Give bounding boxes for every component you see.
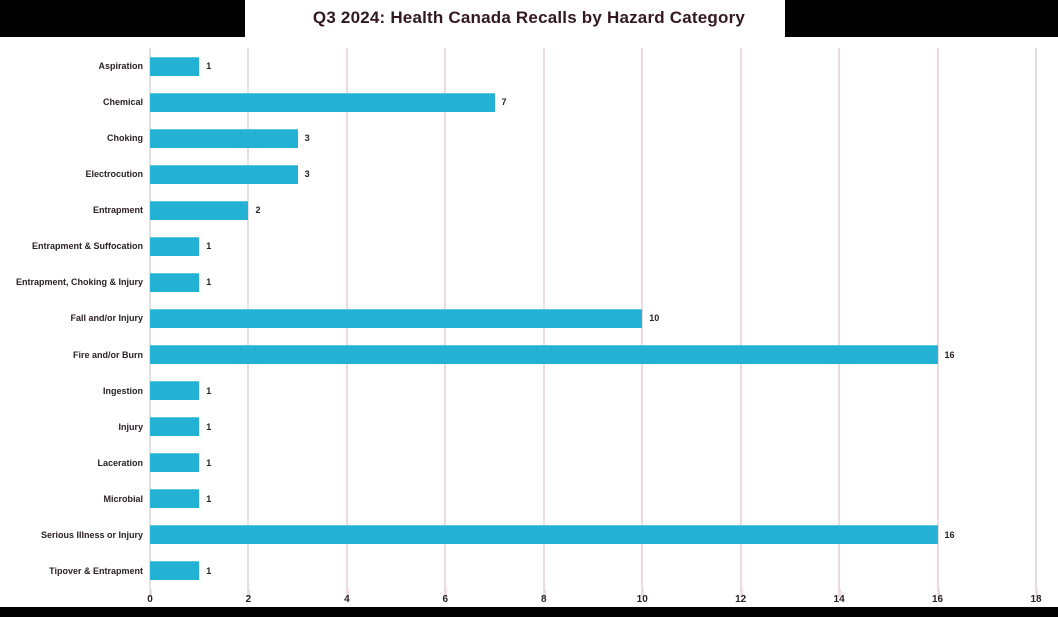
bar-fire-and-or-burn[interactable] xyxy=(150,345,938,365)
category-axis: Aspiration Chemical Choking Electrocution En… xyxy=(0,48,143,589)
x-axis-tick-label: 4 xyxy=(344,594,350,605)
bar-chemical[interactable] xyxy=(150,92,495,112)
category-label: Chemical xyxy=(102,97,143,108)
bar-row: 1 xyxy=(150,373,1036,409)
category-label: Entrapment, Choking & Injury xyxy=(15,277,143,288)
data-label: 1 xyxy=(206,385,212,396)
gridline xyxy=(641,48,644,589)
gridline xyxy=(739,48,742,589)
bar-row: 1 xyxy=(150,553,1036,589)
x-axis-tick-label: 0 xyxy=(147,594,153,605)
data-label: 1 xyxy=(206,277,212,288)
bar-injury[interactable] xyxy=(150,417,200,437)
data-label: 10 xyxy=(649,313,660,324)
bottom-black-strip xyxy=(0,607,1058,617)
bar-row: 1 xyxy=(150,228,1036,264)
data-label: 3 xyxy=(304,133,310,144)
x-axis-tick-label: 12 xyxy=(735,594,747,605)
category-label: Entrapment xyxy=(92,205,143,216)
bar-serious-illness-or-injury[interactable] xyxy=(150,525,938,545)
axis-tick xyxy=(149,589,152,597)
category-label: Electrocution xyxy=(85,169,143,180)
bar-row: 1 xyxy=(150,481,1036,517)
x-axis-tick-label: 18 xyxy=(1030,594,1042,605)
x-axis-tick-label: 8 xyxy=(540,594,547,605)
bar-row: 1 xyxy=(150,409,1036,445)
bar-entrapment[interactable] xyxy=(150,200,249,220)
category-label: Ingestion xyxy=(103,385,143,396)
bar-row: 16 xyxy=(150,517,1036,553)
bar-tipover-entrapment[interactable] xyxy=(150,561,200,581)
bar-entrapment-choking-injury[interactable] xyxy=(150,272,200,292)
gridline xyxy=(1035,48,1037,589)
axis-tick xyxy=(936,589,940,597)
x-axis-tick-label: 14 xyxy=(833,594,845,605)
data-label: 1 xyxy=(206,61,212,72)
bar-fall-and-or-injury[interactable] xyxy=(150,308,643,328)
data-label: 1 xyxy=(206,457,212,468)
bar-ingestion[interactable] xyxy=(150,381,200,401)
data-label: 1 xyxy=(206,565,212,576)
bar-aspiration[interactable] xyxy=(150,56,200,76)
top-right-black-block xyxy=(785,0,1058,37)
axis-tick xyxy=(739,589,743,597)
bar-row: 3 xyxy=(150,156,1036,192)
bar-row: 1 xyxy=(150,48,1036,84)
axis-tick xyxy=(444,589,448,597)
data-label: 1 xyxy=(206,493,212,504)
gridline xyxy=(838,48,841,589)
plot-area: 1 7 3 3 2 1 1 10 16 1 1 1 1 16 1 xyxy=(149,48,1038,597)
bar-entrapment-suffocation[interactable] xyxy=(150,236,200,256)
data-label: 1 xyxy=(206,241,212,252)
data-label: 7 xyxy=(501,97,507,108)
x-axis-tick-label: 10 xyxy=(636,594,648,605)
x-axis-tick-label: 2 xyxy=(245,594,252,605)
category-label: Fall and/or Injury xyxy=(70,313,143,324)
bar-row: 16 xyxy=(150,337,1036,373)
category-label: Fire and/or Burn xyxy=(72,349,143,360)
data-label: 3 xyxy=(304,169,310,180)
axis-tick xyxy=(345,589,349,597)
bar-row: 10 xyxy=(150,300,1036,336)
x-axis-tick-label: 16 xyxy=(931,594,944,605)
category-label: Injury xyxy=(118,421,143,432)
bar-row: 1 xyxy=(150,264,1036,300)
data-label: 16 xyxy=(944,529,955,540)
bar-row: 3 xyxy=(150,120,1036,156)
bar-row: 2 xyxy=(150,192,1036,228)
chart-title: Q3 2024: Health Canada Recalls by Hazard… xyxy=(312,8,746,27)
bar-row: 7 xyxy=(150,84,1036,120)
gridline xyxy=(936,48,939,589)
bar-electrocution[interactable] xyxy=(150,164,298,184)
axis-tick xyxy=(247,589,251,597)
top-left-black-block xyxy=(0,0,245,37)
bar-laceration[interactable] xyxy=(150,453,200,473)
category-label: Aspiration xyxy=(98,61,143,72)
axis-tick xyxy=(641,589,645,597)
data-label: 1 xyxy=(206,421,212,432)
bar-row: 1 xyxy=(150,445,1036,481)
data-label: 2 xyxy=(255,205,261,216)
category-label: Laceration xyxy=(97,457,143,468)
data-label: 16 xyxy=(944,349,955,360)
category-label: Entrapment & Suffocation xyxy=(31,241,143,252)
category-label: Choking xyxy=(107,133,143,144)
category-label: Serious Illness or Injury xyxy=(40,529,143,540)
value-axis: 0 2 4 6 8 10 12 14 16 18 xyxy=(147,594,1041,606)
axis-tick xyxy=(1035,589,1038,597)
x-axis-tick-label: 6 xyxy=(442,594,449,605)
category-label: Microbial xyxy=(103,493,143,504)
axis-tick xyxy=(838,589,842,597)
category-label: Tipover & Entrapment xyxy=(49,565,143,576)
bar-choking[interactable] xyxy=(150,128,298,148)
axis-tick xyxy=(542,589,546,597)
bar-microbial[interactable] xyxy=(150,489,200,509)
